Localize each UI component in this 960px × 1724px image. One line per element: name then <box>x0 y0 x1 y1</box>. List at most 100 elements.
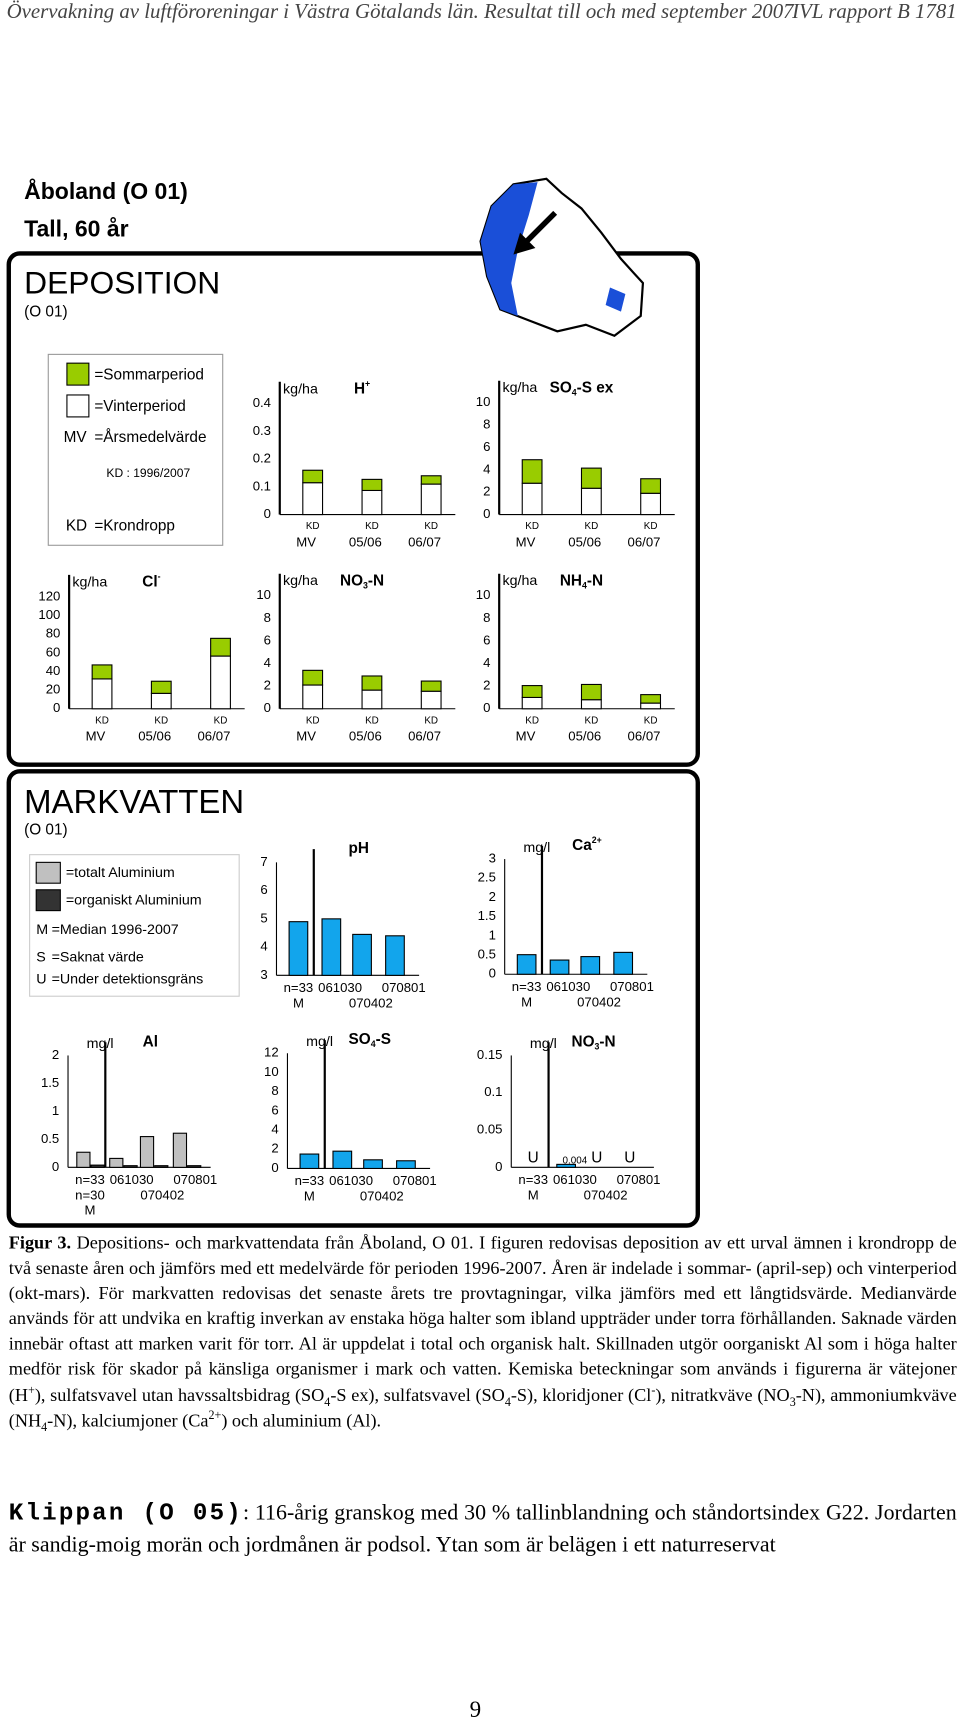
y-tick-label: 1 <box>52 1103 59 1118</box>
y-tick-label: 0.4 <box>253 395 271 410</box>
y-tick-label: 3 <box>489 851 496 866</box>
subscript: 4 <box>572 388 577 398</box>
bar <box>139 1136 155 1168</box>
bar-label: KD <box>644 715 658 726</box>
legend-box <box>29 854 240 997</box>
bar-label: KD <box>644 521 658 532</box>
text-run: SO <box>349 1031 371 1048</box>
map-arrow <box>522 210 558 246</box>
subscript: 3 <box>789 1395 796 1409</box>
y-tick-label: 0 <box>264 506 271 521</box>
bar-segment <box>302 684 324 710</box>
legend-label: =Vinterperiod <box>94 398 185 415</box>
bar-label: KD <box>306 715 320 726</box>
x-tick-label: M <box>84 1203 95 1218</box>
x-tick-label: 070801 <box>610 979 654 994</box>
caption-text: -N), ammoniumkväve (NH <box>8 1384 957 1431</box>
superscript: - <box>158 572 161 582</box>
x-tick-label: 06/07 <box>408 729 441 744</box>
y-tick-label: 40 <box>46 663 61 678</box>
subscript: 3 <box>595 1042 600 1052</box>
site-text: : 116-årig granskog med 30 % tallinbland… <box>8 1500 957 1557</box>
y-tick-label: 8 <box>264 610 271 625</box>
bar-label: KD <box>525 521 539 532</box>
legend-box <box>47 353 224 546</box>
site-paragraph: Klippan (O 05): 116-årig granskog med 30… <box>9 1498 957 1561</box>
y-tick-label: 1 <box>489 927 496 942</box>
bar <box>613 951 634 975</box>
caption-text: -S), kloridjoner (Cl <box>510 1384 652 1405</box>
chart-title: SO4-S <box>349 1031 391 1049</box>
x-tick-label: n=33 <box>518 1172 548 1187</box>
chart-unit: kg/ha <box>72 574 107 590</box>
superscript: + <box>365 379 370 389</box>
text-run: NO <box>571 1033 594 1050</box>
y-tick-label: 6 <box>264 632 271 647</box>
x-tick-label: 070801 <box>173 1172 217 1187</box>
bar-segment <box>640 694 662 704</box>
bar <box>321 918 342 976</box>
x-tick-label: 06/07 <box>628 535 661 550</box>
bar <box>90 1164 105 1168</box>
bar-segment <box>521 459 543 484</box>
bar-segment <box>640 478 662 494</box>
caption-label: Figur 3. <box>8 1232 72 1253</box>
x-tick-label: 070402 <box>577 994 621 1009</box>
y-tick-label: 7 <box>260 854 267 869</box>
x-tick-label: 061030 <box>329 1173 373 1188</box>
chart-title: pH <box>349 840 369 857</box>
bar-segment <box>302 482 324 516</box>
y-tick-label: 80 <box>46 626 61 641</box>
y-tick-label: 0.5 <box>41 1131 59 1146</box>
x-tick-label: 061030 <box>318 980 362 995</box>
site-title: Åboland (O 01) <box>24 177 188 204</box>
caption-text: -N), kalciumjoner (Ca <box>47 1409 209 1431</box>
bar-segment <box>420 475 442 485</box>
text-run: -S ex <box>577 379 614 396</box>
bar <box>172 1132 188 1168</box>
legend-swatch <box>66 362 90 386</box>
y-tick-label: 2 <box>52 1047 59 1062</box>
x-tick-label: 061030 <box>546 979 590 994</box>
superscript: 2+ <box>592 835 602 845</box>
y-tick-label: 10 <box>476 587 491 602</box>
header-right: IVL rapport B 1781 <box>791 0 957 23</box>
x-tick-label: 05/06 <box>138 729 171 744</box>
bar <box>76 1151 91 1168</box>
caption-text: -S ex), sulfatsvavel (SO <box>330 1384 505 1405</box>
section-heading: MARKVATTEN <box>24 783 244 820</box>
value-label: U <box>528 1150 539 1167</box>
x-tick-label: 070402 <box>584 1187 628 1202</box>
x-tick-label: M <box>293 995 304 1010</box>
x-tick-label: 05/06 <box>349 535 382 550</box>
bar-segment <box>361 675 383 691</box>
bar-segment <box>521 482 543 516</box>
chart-unit: mg/l <box>87 1036 114 1052</box>
chart-title: NH4-N <box>560 573 603 591</box>
y-tick-label: 2 <box>489 889 496 904</box>
y-tick-label: 60 <box>46 644 61 659</box>
x-tick-label: MV <box>296 729 316 744</box>
bar-segment <box>91 664 113 680</box>
bar <box>385 935 405 976</box>
y-tick-label: 6 <box>260 882 267 897</box>
bar-label: KD <box>154 715 168 726</box>
superscript: - <box>651 1383 656 1397</box>
legend-swatch <box>35 889 61 912</box>
x-tick-label: 061030 <box>553 1172 597 1187</box>
chart-title: Al <box>143 1033 158 1050</box>
bar-label: KD <box>424 715 438 726</box>
bar <box>154 1165 169 1168</box>
y-tick-label: 5 <box>260 910 267 925</box>
subscript: 4 <box>324 1395 331 1409</box>
caption-text: ), sulfatsvavel utan havssaltsbidrag (SO <box>34 1384 325 1405</box>
y-tick-label: 6 <box>271 1102 278 1117</box>
x-tick-label: 05/06 <box>568 535 601 550</box>
legend-text: =Under detektionsgräns <box>52 972 204 988</box>
y-tick-label: 1.5 <box>41 1075 59 1090</box>
bar <box>549 959 570 975</box>
bar-segment <box>580 699 602 710</box>
value-label: U <box>624 1150 635 1167</box>
